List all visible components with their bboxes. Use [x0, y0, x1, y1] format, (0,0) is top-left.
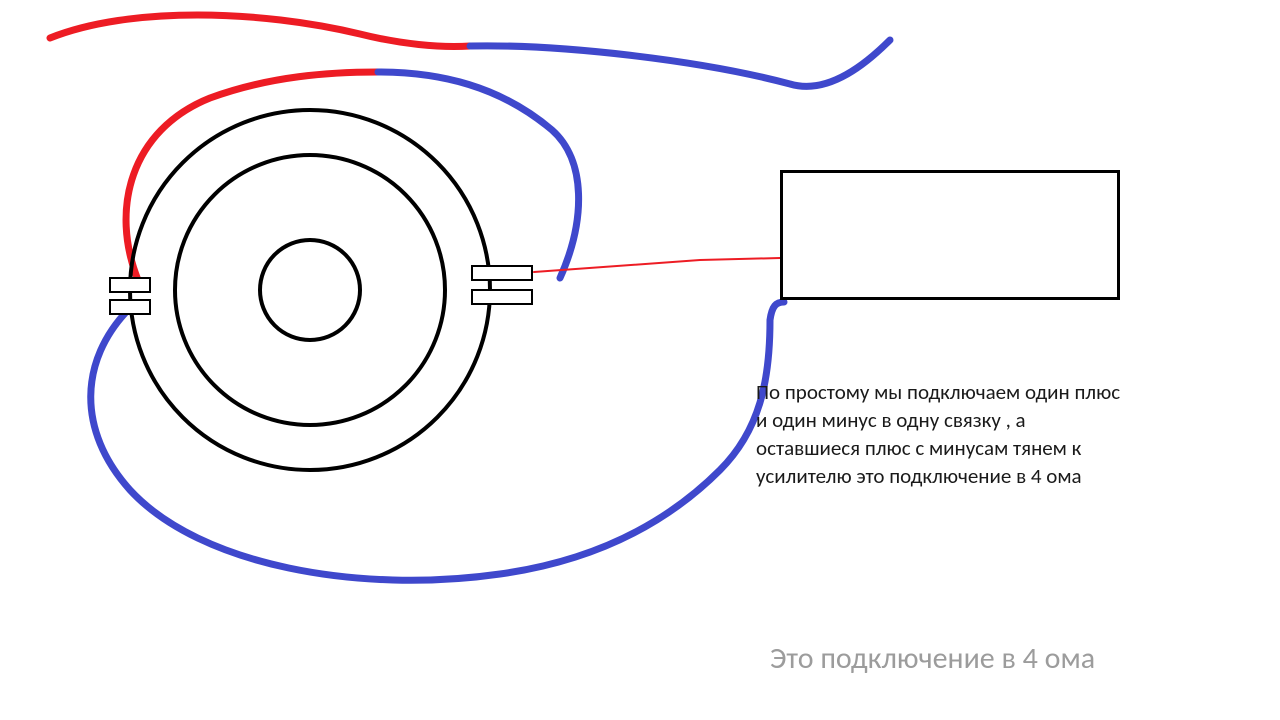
terminal-right-1 [472, 266, 532, 280]
speaker-ring-inner [260, 240, 360, 340]
wire-bottom-blue [91, 302, 784, 580]
wire-top-red [50, 15, 470, 47]
terminal-left-2 [110, 300, 150, 314]
footer-caption: Это подключение в 4 ома [770, 640, 1095, 677]
diagram-canvas: По простому мы подключаем один плюс и од… [0, 0, 1280, 720]
wire-loop-blue [378, 72, 579, 278]
speaker-ring-outer [130, 110, 490, 470]
terminal-left-1 [110, 278, 150, 292]
description-text: По простому мы подключаем один плюс и од… [756, 378, 1120, 490]
wiring-svg [0, 0, 1280, 720]
terminal-right-2 [472, 290, 532, 304]
wire-top-blue [470, 40, 890, 86]
amplifier-box [780, 170, 1120, 300]
speaker-ring-mid [175, 155, 445, 425]
